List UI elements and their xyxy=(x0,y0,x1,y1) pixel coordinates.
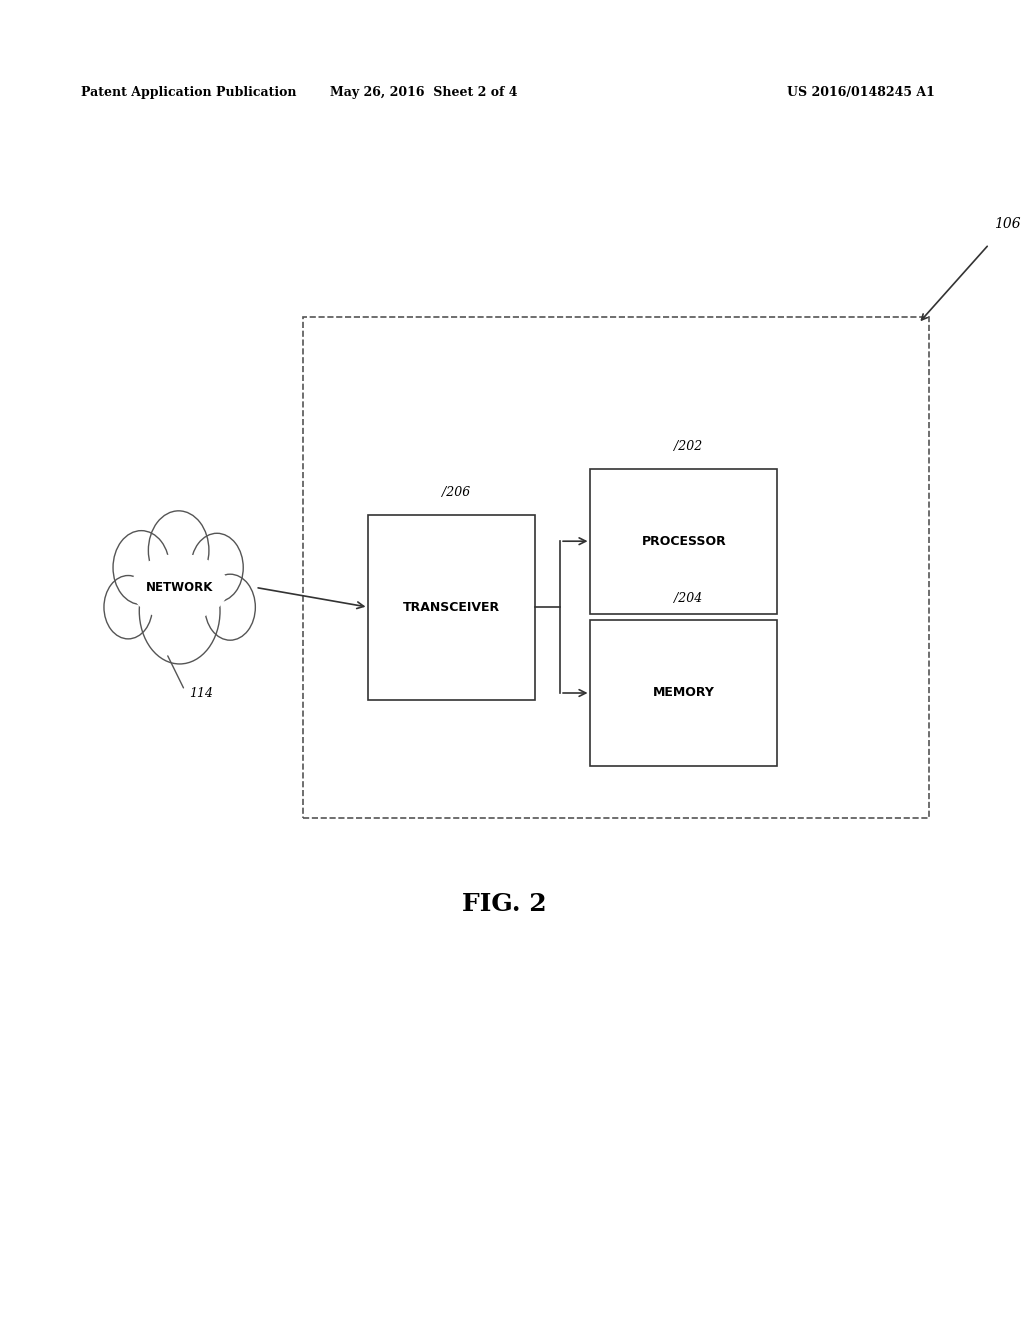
Circle shape xyxy=(148,511,209,590)
FancyBboxPatch shape xyxy=(591,620,777,766)
Ellipse shape xyxy=(125,552,234,636)
Text: TRANSCEIVER: TRANSCEIVER xyxy=(403,601,500,614)
Text: /204: /204 xyxy=(674,591,701,605)
FancyBboxPatch shape xyxy=(591,469,777,614)
Text: Patent Application Publication: Patent Application Publication xyxy=(81,86,296,99)
Circle shape xyxy=(139,558,220,664)
Text: PROCESSOR: PROCESSOR xyxy=(641,535,726,548)
Text: 114: 114 xyxy=(188,686,213,700)
Circle shape xyxy=(190,533,244,602)
Text: MEMORY: MEMORY xyxy=(653,686,715,700)
Circle shape xyxy=(104,576,153,639)
Text: 106: 106 xyxy=(994,216,1021,231)
Circle shape xyxy=(113,531,170,605)
Text: US 2016/0148245 A1: US 2016/0148245 A1 xyxy=(787,86,935,99)
Text: FIG. 2: FIG. 2 xyxy=(462,892,547,916)
Text: /206: /206 xyxy=(441,486,470,499)
Ellipse shape xyxy=(132,554,227,620)
Text: NETWORK: NETWORK xyxy=(146,581,213,594)
FancyBboxPatch shape xyxy=(369,515,535,700)
Text: May 26, 2016  Sheet 2 of 4: May 26, 2016 Sheet 2 of 4 xyxy=(330,86,518,99)
Circle shape xyxy=(205,574,255,640)
Text: /202: /202 xyxy=(674,440,701,453)
